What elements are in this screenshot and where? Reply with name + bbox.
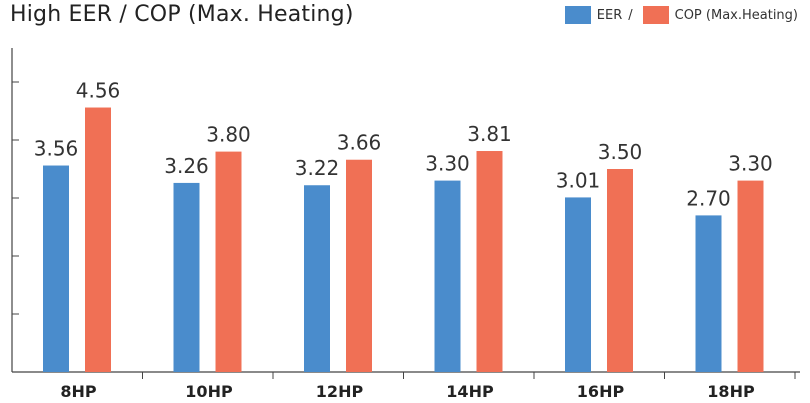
legend-swatch-cop <box>642 6 669 24</box>
bar-eer-18hp <box>695 215 722 372</box>
value-label-eer-8hp: 3.56 <box>34 137 79 161</box>
legend-label-eer: EER <box>596 7 623 23</box>
legend-item-cop: COP (Max.Heating) <box>642 6 798 24</box>
bar-eer-8hp <box>43 165 69 372</box>
bar-cop-18hp <box>737 180 764 372</box>
legend-item-eer: EER <box>564 6 623 24</box>
bar-eer-10hp <box>173 182 200 372</box>
legend: EER / COP (Max.Heating) <box>564 6 798 24</box>
legend-swatch-eer <box>564 6 591 24</box>
category-label-10hp: 10HP <box>185 382 233 401</box>
category-label-16hp: 16HP <box>577 382 625 401</box>
category-label-14hp: 14HP <box>446 382 494 401</box>
value-label-cop-16hp: 3.50 <box>598 140 643 164</box>
legend-label-cop: COP (Max.Heating) <box>674 7 798 23</box>
category-label-18hp: 18HP <box>707 382 755 401</box>
value-label-cop-12hp: 3.66 <box>337 131 382 155</box>
value-label-cop-14hp: 3.81 <box>467 122 512 146</box>
bar-eer-14hp <box>434 180 461 372</box>
value-label-cop-10hp: 3.80 <box>206 123 251 147</box>
bar-cop-16hp <box>607 169 633 372</box>
bar-eer-12hp <box>304 185 330 372</box>
value-label-eer-12hp: 3.22 <box>295 156 340 180</box>
value-label-cop-18hp: 3.30 <box>728 152 773 176</box>
category-label-12hp: 12HP <box>316 382 364 401</box>
value-label-eer-10hp: 3.26 <box>164 154 209 178</box>
bar-cop-12hp <box>346 159 372 372</box>
category-label-8hp: 8HP <box>60 382 97 401</box>
bar-cop-10hp <box>215 151 242 372</box>
value-label-eer-18hp: 2.70 <box>686 186 731 210</box>
bar-cop-8hp <box>85 107 111 373</box>
chart-title: High EER / COP (Max. Heating) <box>10 2 354 27</box>
value-label-cop-8hp: 4.56 <box>76 79 121 103</box>
legend-separator: / <box>628 7 633 23</box>
bar-cop-14hp <box>476 151 503 372</box>
bar-eer-16hp <box>565 197 591 372</box>
value-label-eer-16hp: 3.01 <box>556 168 601 192</box>
value-label-eer-14hp: 3.30 <box>425 152 470 176</box>
